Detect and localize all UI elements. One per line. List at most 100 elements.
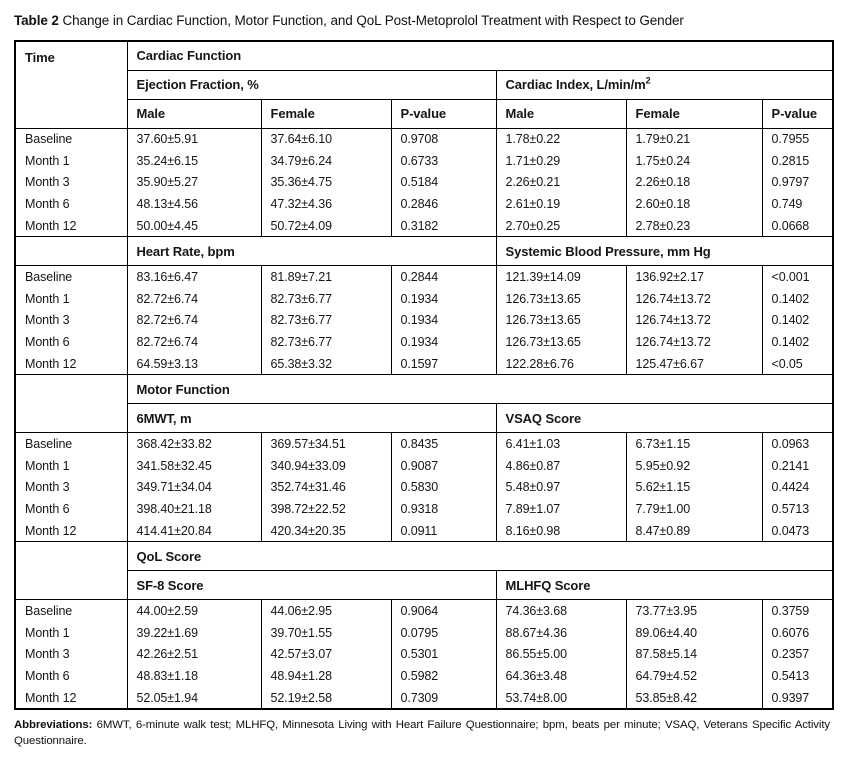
value-cell: 0.1402 <box>761 331 834 354</box>
value-cell: 0.0795 <box>390 621 497 644</box>
value-cell: 0.1934 <box>390 287 497 310</box>
value-cell: 39.70±1.55 <box>260 621 392 644</box>
value-cell: 53.85±8.42 <box>625 687 763 709</box>
table-row: Month 12 50.00±4.45 50.72±4.09 0.3182 2.70±0… <box>14 215 834 237</box>
table-row: Month 3 42.26±2.51 42.57±3.07 0.5301 86.55±5… <box>14 643 834 666</box>
value-cell: 35.90±5.27 <box>126 171 262 194</box>
column-header-male-1: Male <box>126 98 262 129</box>
table-row: Month 3 35.90±5.27 35.36±4.75 0.5184 2.26±0.… <box>14 171 834 194</box>
time-cell: Month 3 <box>14 309 128 332</box>
subheader-row-6mwt-vsaq: 6MWT, m VSAQ Score <box>15 403 834 434</box>
value-cell: 64.79±4.52 <box>625 665 763 688</box>
table-title-label: Table 2 <box>14 13 59 28</box>
value-cell: 0.5413 <box>761 665 834 688</box>
value-cell: 121.39±14.09 <box>495 265 627 288</box>
value-cell: 82.73±6.77 <box>260 331 392 354</box>
table-row: Month 3 82.72±6.74 82.73±6.77 0.1934 126.73±… <box>14 309 834 332</box>
value-cell: 44.06±2.95 <box>260 599 392 622</box>
time-cell: Month 3 <box>14 171 128 194</box>
value-cell: 0.0668 <box>761 215 834 237</box>
value-cell: 48.13±4.56 <box>126 193 262 216</box>
value-cell: 87.58±5.14 <box>625 643 763 666</box>
subheader-row-sf8-mlhfq: SF-8 Score MLHFQ Score <box>15 570 834 601</box>
value-cell: 0.5713 <box>761 498 834 521</box>
value-cell: 82.72±6.74 <box>126 309 262 332</box>
value-cell: 2.70±0.25 <box>495 215 627 237</box>
time-column-header: Time <box>14 40 128 129</box>
table-row: Month 12 52.05±1.94 52.19±2.58 0.7309 53.74±… <box>14 687 834 709</box>
table-title: Table 2 Change in Cardiac Function, Moto… <box>14 13 830 29</box>
value-cell: 6.73±1.15 <box>625 432 763 455</box>
table-row: Month 12 414.41±20.84 420.34±20.35 0.0911 8.… <box>14 520 834 542</box>
time-cell: Month 12 <box>14 215 128 237</box>
table-row: Month 6 48.13±4.56 47.32±4.36 0.2846 2.61±0.… <box>14 193 834 216</box>
section-title-motor-function: Motor Function <box>126 374 834 405</box>
table-row: Month 3 349.71±34.04 352.74±31.46 0.5830 5.4… <box>14 476 834 499</box>
value-cell: 0.9064 <box>390 599 497 622</box>
value-cell: 0.9087 <box>390 454 497 477</box>
time-empty-cell <box>14 236 128 267</box>
value-cell: 5.62±1.15 <box>625 476 763 499</box>
column-header-female-2: Female <box>625 98 763 129</box>
value-cell: 47.32±4.36 <box>260 193 392 216</box>
time-cell: Month 12 <box>14 687 128 709</box>
value-cell: 2.78±0.23 <box>625 215 763 237</box>
value-cell: 82.72±6.74 <box>126 287 262 310</box>
time-cell: Baseline <box>14 432 128 455</box>
value-cell: 4.86±0.87 <box>495 454 627 477</box>
value-cell: 5.95±0.92 <box>625 454 763 477</box>
column-header-male-2: Male <box>495 98 627 129</box>
value-cell: 82.72±6.74 <box>126 331 262 354</box>
time-cell: Month 1 <box>14 454 128 477</box>
time-cell: Month 1 <box>14 287 128 310</box>
value-cell: 52.19±2.58 <box>260 687 392 709</box>
value-cell: 89.06±4.40 <box>625 621 763 644</box>
value-cell: 8.47±0.89 <box>625 520 763 542</box>
value-cell: 7.79±1.00 <box>625 498 763 521</box>
abbreviations-label: Abbreviations: <box>14 718 93 731</box>
value-cell: 0.2141 <box>761 454 834 477</box>
value-cell: 37.60±5.91 <box>126 128 262 150</box>
table-row: Baseline 368.42±33.82 369.57±34.51 0.8435 6.… <box>14 432 834 455</box>
time-cell: Month 1 <box>14 149 128 172</box>
value-cell: 125.47±6.67 <box>625 353 763 375</box>
value-cell: 2.60±0.18 <box>625 193 763 216</box>
value-cell: 8.16±0.98 <box>495 520 627 542</box>
value-cell: 126.73±13.65 <box>495 287 627 310</box>
subheader-cardiac-index: Cardiac Index, L/min/m2 <box>495 69 834 100</box>
table-row: Month 1 341.58±32.45 340.94±33.09 0.9087 4.8… <box>14 454 834 477</box>
column-header-pvalue-1: P-value <box>390 98 497 129</box>
value-cell: 2.26±0.21 <box>495 171 627 194</box>
value-cell: 1.75±0.24 <box>625 149 763 172</box>
time-cell: Month 3 <box>14 643 128 666</box>
table-row: Month 1 82.72±6.74 82.73±6.77 0.1934 126.73±… <box>14 287 834 310</box>
column-header-row: Male Female P-value Male Female P-value <box>15 98 834 129</box>
value-cell: 122.28±6.76 <box>495 353 627 375</box>
table-row: Month 6 48.83±1.18 48.94±1.28 0.5982 64.36±3… <box>14 665 834 688</box>
subheader-mlhfq: MLHFQ Score <box>495 570 834 601</box>
value-cell: 83.16±6.47 <box>126 265 262 288</box>
value-cell: <0.001 <box>761 265 834 288</box>
time-cell: Month 12 <box>14 520 128 542</box>
value-cell: 0.2815 <box>761 149 834 172</box>
value-cell: 414.41±20.84 <box>126 520 262 542</box>
value-cell: 6.41±1.03 <box>495 432 627 455</box>
column-header-female-1: Female <box>260 98 392 129</box>
table-title-text: Change in Cardiac Function, Motor Functi… <box>62 13 684 28</box>
value-cell: <0.05 <box>761 353 834 375</box>
table-row: Baseline 37.60±5.91 37.64±6.10 0.9708 1.78±0… <box>14 128 834 150</box>
value-cell: 0.9797 <box>761 171 834 194</box>
subheader-systemic-blood-pressure: Systemic Blood Pressure, mm Hg <box>495 236 834 267</box>
column-header-pvalue-2: P-value <box>761 98 834 129</box>
time-cell: Baseline <box>14 128 128 150</box>
value-cell: 82.73±6.77 <box>260 309 392 332</box>
value-cell: 1.79±0.21 <box>625 128 763 150</box>
time-cell: Month 6 <box>14 665 128 688</box>
value-cell: 0.3759 <box>761 599 834 622</box>
page: Table 2 Change in Cardiac Function, Moto… <box>14 13 835 747</box>
value-cell: 35.36±4.75 <box>260 171 392 194</box>
value-cell: 73.77±3.95 <box>625 599 763 622</box>
value-cell: 34.79±6.24 <box>260 149 392 172</box>
value-cell: 42.57±3.07 <box>260 643 392 666</box>
value-cell: 398.72±22.52 <box>260 498 392 521</box>
